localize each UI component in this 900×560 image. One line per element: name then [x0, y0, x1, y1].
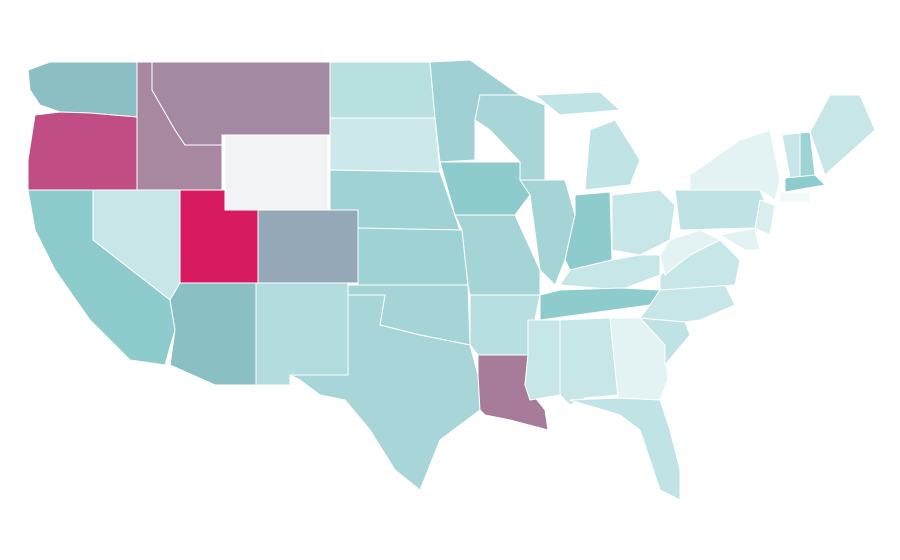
- state-region: [809, 94, 876, 176]
- state-region: [454, 214, 541, 296]
- state-region: [754, 199, 776, 236]
- state-region: [559, 317, 619, 406]
- state-region: [329, 117, 441, 173]
- state-region: [357, 227, 469, 286]
- state-region: [524, 319, 561, 401]
- state-region: [27, 189, 176, 366]
- state-region: [439, 161, 531, 216]
- state-region: [27, 61, 138, 118]
- state-region: [255, 282, 349, 386]
- state-region: [519, 179, 576, 286]
- state-region: [534, 91, 621, 116]
- state-region: [659, 229, 721, 276]
- state-region: [429, 59, 521, 163]
- state-region: [719, 227, 761, 251]
- state-region: [151, 61, 331, 146]
- state-region: [559, 254, 661, 291]
- state-region: [781, 132, 801, 179]
- state-region: [689, 129, 781, 201]
- state-region: [569, 397, 681, 501]
- state-region: [611, 189, 676, 256]
- state-region: [169, 282, 257, 386]
- state-region: [224, 134, 329, 211]
- state-region: [329, 61, 436, 119]
- state-region: [779, 191, 811, 203]
- state-region: [27, 111, 141, 191]
- state-region: [784, 174, 826, 193]
- state-region: [257, 209, 359, 284]
- state-region: [584, 119, 641, 191]
- state-region: [289, 294, 481, 491]
